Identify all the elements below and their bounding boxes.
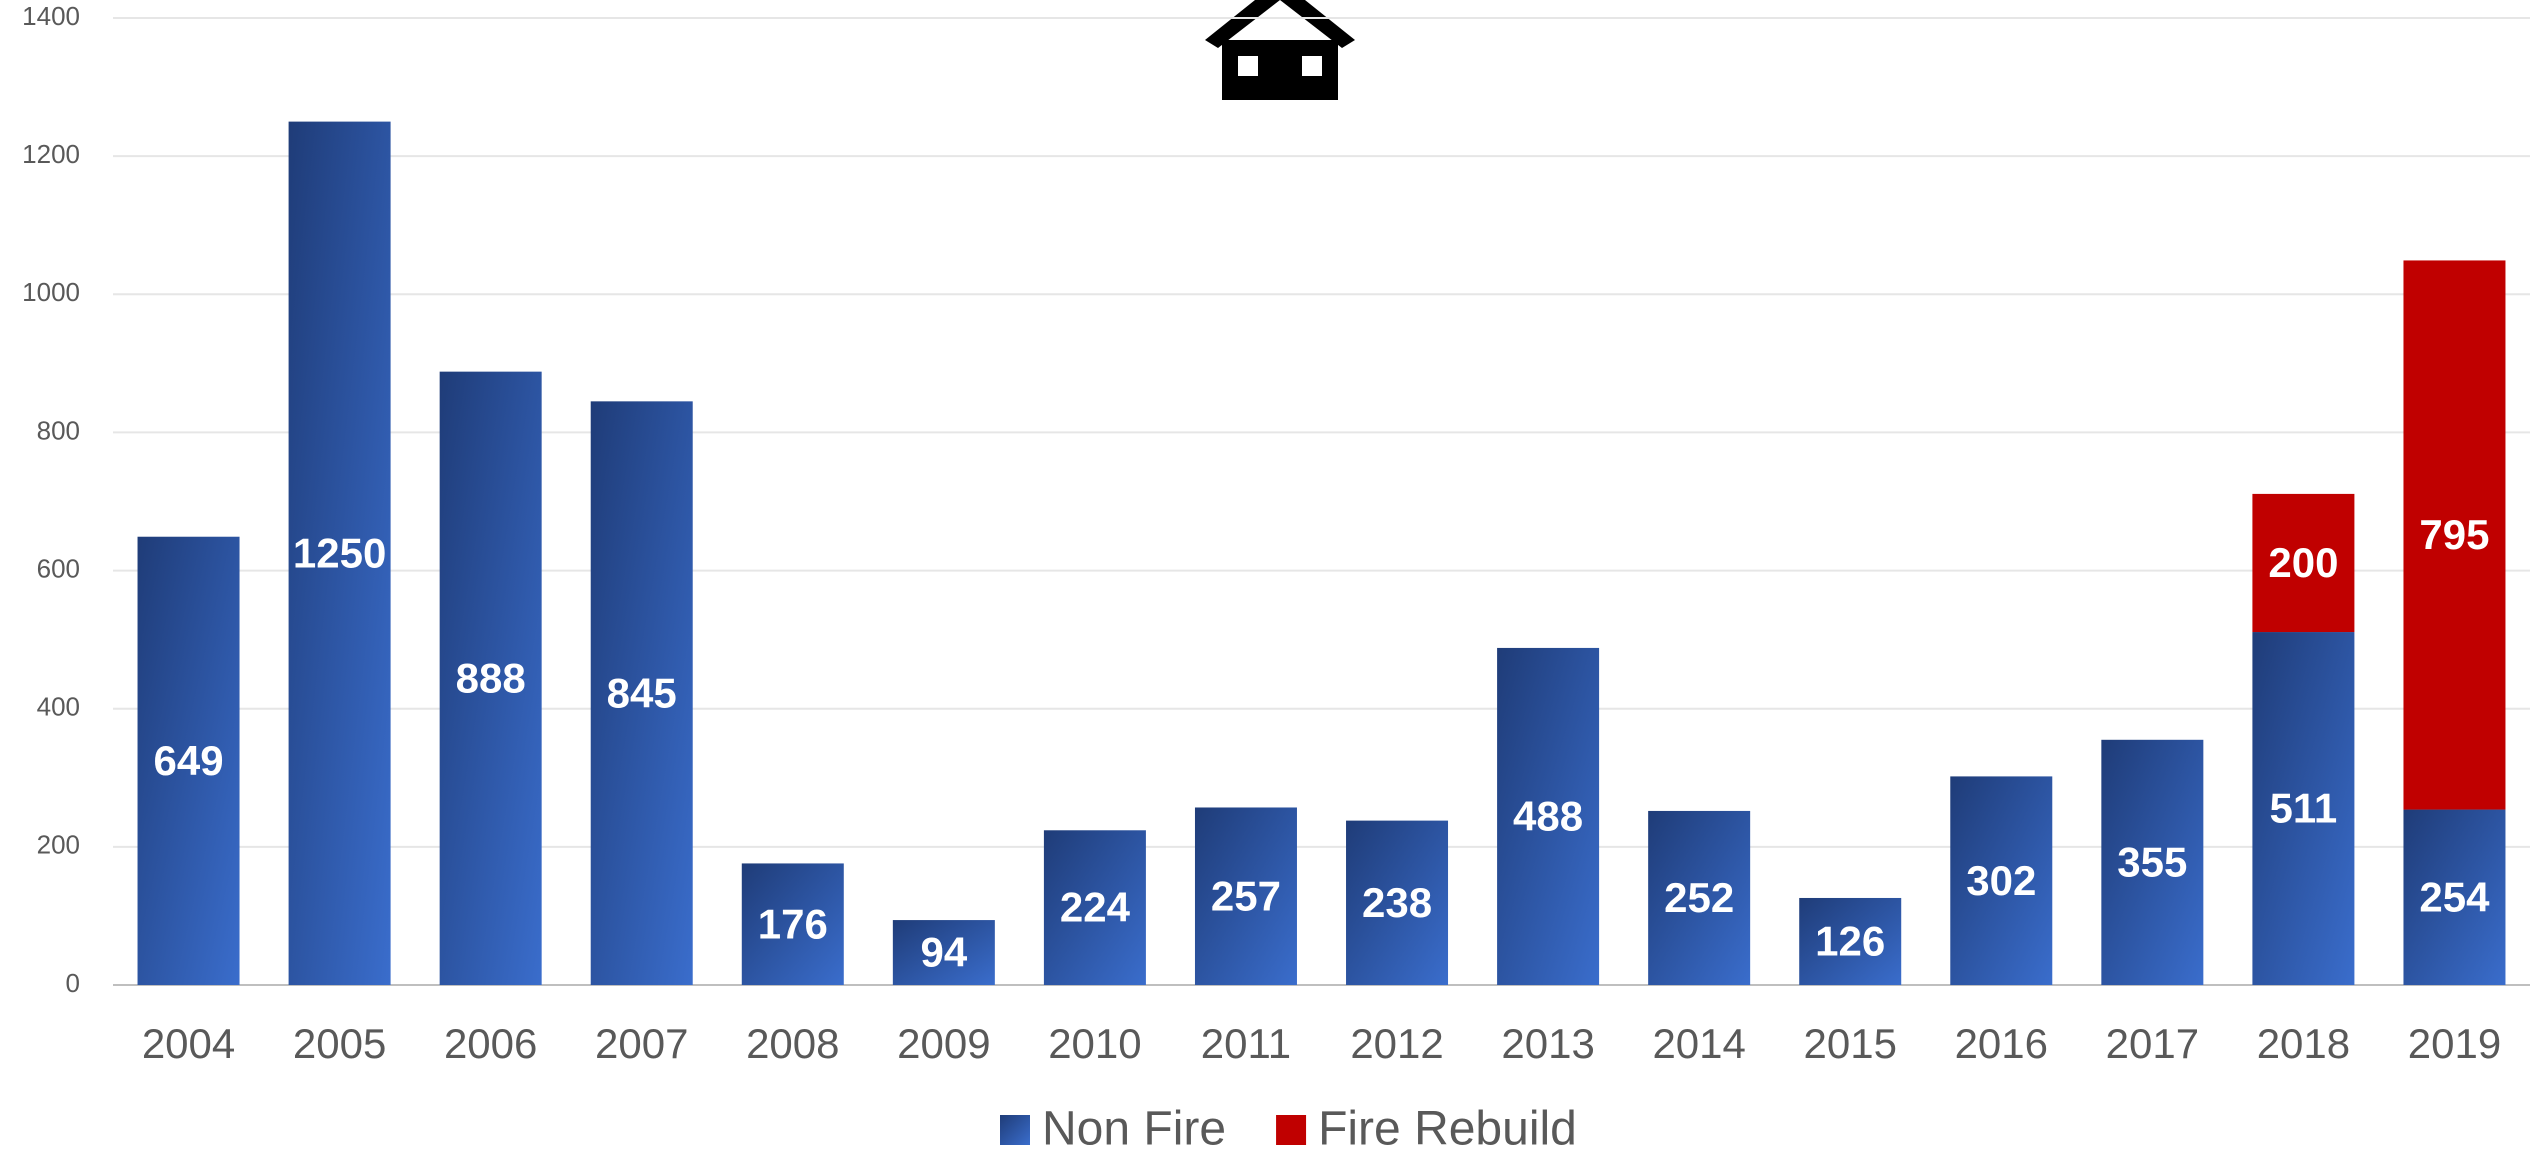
data-label: 488: [1513, 793, 1583, 840]
data-label: 224: [1060, 884, 1131, 931]
y-tick-label: 600: [37, 553, 80, 583]
legend-swatch: [1276, 1115, 1307, 1145]
bar-segment: [1950, 776, 2053, 985]
data-label: 795: [2419, 511, 2489, 558]
bar-segment: [1648, 810, 1751, 985]
house-icon: [1205, 0, 1355, 100]
x-tick-label: 2016: [1955, 1020, 2048, 1067]
x-tick-label: 2015: [1804, 1020, 1897, 1067]
data-label: 94: [920, 929, 967, 976]
y-tick-label: 800: [37, 415, 80, 445]
bar-segment: [2252, 632, 2355, 985]
x-tick-label: 2013: [1501, 1020, 1594, 1067]
x-tick-label: 2008: [746, 1020, 839, 1067]
x-tick-label: 2014: [1652, 1020, 1745, 1067]
bar-segment: [892, 920, 995, 985]
x-tick-label: 2018: [2257, 1020, 2350, 1067]
bar-segment: [2403, 260, 2506, 810]
data-label: 1250: [293, 529, 386, 576]
bar-segment: [1194, 807, 1297, 985]
bar-segment: [2101, 739, 2204, 985]
y-tick-label: 400: [37, 692, 80, 722]
bar-segment: [288, 121, 391, 986]
data-label: 649: [153, 737, 223, 784]
x-tick-label: 2017: [2106, 1020, 2199, 1067]
bar-segment: [1799, 897, 1902, 985]
bar-segment: [137, 536, 240, 985]
bar-segment: [2403, 809, 2506, 985]
x-tick-label: 2005: [293, 1020, 386, 1067]
data-label: 845: [607, 669, 677, 716]
x-tick-label: 2004: [142, 1020, 235, 1067]
x-tick-label: 2006: [444, 1020, 537, 1067]
bar-segment: [1346, 820, 1449, 985]
data-label: 254: [2419, 873, 2490, 920]
data-label: 200: [2268, 539, 2338, 586]
bar-segment: [2252, 493, 2355, 633]
data-label: 888: [456, 654, 526, 701]
y-tick-label: 0: [66, 968, 80, 998]
data-label: 252: [1664, 874, 1734, 921]
bar-segment: [1497, 647, 1600, 985]
legend-swatch: [1000, 1115, 1030, 1145]
bar-segment: [439, 371, 542, 985]
x-tick-label: 2012: [1350, 1020, 1443, 1067]
data-label: 257: [1211, 872, 1281, 919]
y-tick-label: 1000: [22, 277, 80, 307]
data-label: 511: [2270, 785, 2338, 832]
bar-segment: [1043, 830, 1146, 985]
x-tick-label: 2010: [1048, 1020, 1141, 1067]
bar-segment: [741, 863, 844, 985]
x-tick-label: 2009: [897, 1020, 990, 1067]
bar-segment: [590, 401, 693, 985]
data-label: 176: [758, 900, 828, 947]
y-tick-label: 1200: [22, 139, 80, 169]
data-label: 302: [1966, 857, 2036, 904]
data-label: 355: [2117, 838, 2187, 885]
y-tick-label: 1400: [22, 1, 80, 31]
x-tick-label: 2019: [2408, 1020, 2501, 1067]
legend-label: Fire Rebuild: [1318, 1103, 1577, 1153]
data-label: 126: [1815, 918, 1885, 965]
y-tick-label: 200: [37, 830, 80, 860]
data-label: 238: [1362, 879, 1432, 926]
legend-label: Non Fire: [1042, 1103, 1226, 1153]
x-tick-label: 2011: [1201, 1020, 1291, 1067]
x-tick-label: 2007: [595, 1020, 688, 1067]
